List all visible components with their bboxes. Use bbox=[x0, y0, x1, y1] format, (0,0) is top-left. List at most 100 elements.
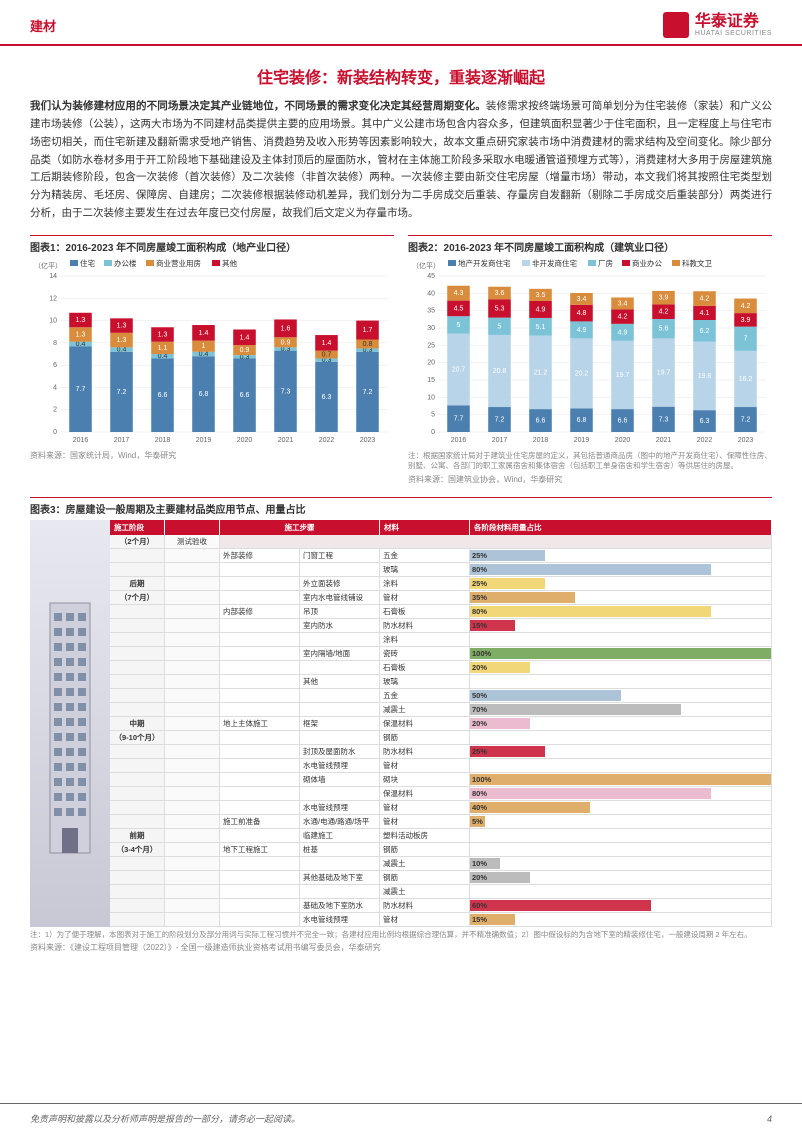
svg-text:2019: 2019 bbox=[574, 437, 590, 444]
table-row: 室内防水防水材料15% bbox=[110, 619, 772, 633]
svg-text:0.4: 0.4 bbox=[76, 341, 86, 348]
svg-text:45: 45 bbox=[427, 273, 435, 280]
svg-text:2016: 2016 bbox=[451, 437, 467, 444]
svg-text:（亿平）: （亿平） bbox=[34, 261, 62, 270]
svg-text:7.7: 7.7 bbox=[454, 416, 464, 423]
svg-text:商业办公: 商业办公 bbox=[632, 258, 662, 268]
table-row: （9-10个月）钢筋 bbox=[110, 731, 772, 745]
svg-text:2022: 2022 bbox=[319, 437, 335, 444]
page-header: 建材 华泰证券 HUATAI SECURITIES bbox=[0, 0, 802, 46]
svg-text:4.1: 4.1 bbox=[700, 310, 710, 317]
chart3-area: 施工阶段 施工步骤 材料 各阶段材料用量占比 （2个月） 测试验收 外部装修门窗… bbox=[30, 520, 772, 927]
table-row: 施工前准备水通/电通/路通/场平管材5% bbox=[110, 815, 772, 829]
company-name-en: HUATAI SECURITIES bbox=[695, 30, 772, 37]
svg-text:5: 5 bbox=[457, 322, 461, 329]
svg-text:5.3: 5.3 bbox=[495, 305, 505, 312]
chart3-note: 注：1）为了便于理解，本图表对于施工的阶段划分及部分用词与实际工程习惯并不完全一… bbox=[30, 930, 772, 941]
table-row: 石膏板20% bbox=[110, 661, 772, 675]
svg-text:7.3: 7.3 bbox=[659, 416, 669, 423]
disclaimer: 免责声明和披露以及分析师声明是报告的一部分，请务必一起阅读。 bbox=[30, 1112, 300, 1125]
svg-text:3.9: 3.9 bbox=[741, 317, 751, 324]
chart1-source: 资料来源：国家统计局，Wind，华泰研究 bbox=[30, 450, 394, 461]
svg-text:1.4: 1.4 bbox=[199, 330, 209, 337]
table-row: 水电管线预埋管材40% bbox=[110, 801, 772, 815]
chart2-title: 图表2：2016-2023 年不同房屋竣工面积构成（建筑业口径） bbox=[408, 235, 772, 254]
svg-text:6.6: 6.6 bbox=[240, 392, 250, 399]
svg-text:4.5: 4.5 bbox=[454, 305, 464, 312]
svg-text:2023: 2023 bbox=[738, 437, 754, 444]
svg-text:1.7: 1.7 bbox=[363, 327, 373, 334]
svg-text:6: 6 bbox=[53, 362, 57, 369]
svg-text:1.3: 1.3 bbox=[117, 337, 127, 344]
body-rest: 装修需求按终端场景可简单划分为住宅装修（家装）和广义公建市场装修（公装），这两大… bbox=[30, 100, 772, 219]
svg-text:2020: 2020 bbox=[615, 437, 631, 444]
svg-text:4.2: 4.2 bbox=[741, 303, 751, 310]
svg-text:0.4: 0.4 bbox=[158, 353, 168, 360]
svg-text:2021: 2021 bbox=[278, 437, 294, 444]
logo-block: 华泰证券 HUATAI SECURITIES bbox=[663, 12, 772, 38]
svg-text:商业营业用房: 商业营业用房 bbox=[156, 258, 201, 268]
chart3-body: 外部装修门窗工程五金25%玻璃80%后期外立面装修涂料25%（7个月）室内水电管… bbox=[110, 549, 772, 927]
svg-text:3.5: 3.5 bbox=[536, 292, 546, 299]
svg-text:4.3: 4.3 bbox=[454, 290, 464, 297]
svg-text:7.2: 7.2 bbox=[741, 416, 751, 423]
svg-text:1.6: 1.6 bbox=[281, 325, 291, 332]
svg-text:35: 35 bbox=[427, 308, 435, 315]
svg-text:0.7: 0.7 bbox=[322, 351, 332, 358]
page-number: 4 bbox=[767, 1114, 772, 1124]
table-row: 玻璃80% bbox=[110, 563, 772, 577]
svg-text:4.2: 4.2 bbox=[618, 313, 628, 320]
svg-text:20: 20 bbox=[427, 360, 435, 367]
svg-text:25: 25 bbox=[427, 342, 435, 349]
svg-text:厂房: 厂房 bbox=[598, 258, 613, 268]
svg-text:2021: 2021 bbox=[656, 437, 672, 444]
phase-sub: （2个月） bbox=[110, 535, 165, 548]
svg-text:2: 2 bbox=[53, 407, 57, 414]
svg-text:0: 0 bbox=[431, 429, 435, 436]
svg-text:3.6: 3.6 bbox=[495, 290, 505, 297]
h-mat: 材料 bbox=[380, 520, 470, 535]
table-row: 其他玻璃 bbox=[110, 675, 772, 689]
svg-text:1.3: 1.3 bbox=[76, 317, 86, 324]
chart1-title: 图表1：2016-2023 年不同房屋竣工面积构成（地产业口径） bbox=[30, 235, 394, 254]
table-row: 减震土 bbox=[110, 885, 772, 899]
table-row: 保温材料80% bbox=[110, 787, 772, 801]
table-row: 前期临建施工塑料活动板房 bbox=[110, 829, 772, 843]
svg-text:12: 12 bbox=[49, 295, 57, 302]
svg-text:科教文卫: 科教文卫 bbox=[682, 258, 712, 268]
content-area: 住宅装修：新装结构转变，重装逐渐崛起 我们认为装修建材应用的不同场景决定其产业链… bbox=[0, 46, 802, 953]
chart3-header-row: 施工阶段 施工步骤 材料 各阶段材料用量占比 bbox=[110, 520, 772, 535]
svg-text:办公楼: 办公楼 bbox=[114, 258, 137, 268]
table-row: 室内隔墙/地面瓷砖100% bbox=[110, 647, 772, 661]
svg-text:6.6: 6.6 bbox=[536, 417, 546, 424]
page-footer: 免责声明和披露以及分析师声明是报告的一部分，请务必一起阅读。 4 bbox=[0, 1103, 802, 1133]
table-row: 涂料 bbox=[110, 633, 772, 647]
svg-text:40: 40 bbox=[427, 290, 435, 297]
svg-text:7.3: 7.3 bbox=[281, 388, 291, 395]
svg-text:4.8: 4.8 bbox=[577, 310, 587, 317]
svg-text:16.2: 16.2 bbox=[739, 376, 753, 383]
svg-text:非开发商住宅: 非开发商住宅 bbox=[532, 258, 577, 268]
svg-text:2020: 2020 bbox=[237, 437, 253, 444]
svg-text:1: 1 bbox=[202, 343, 206, 350]
building-illustration bbox=[30, 520, 110, 927]
svg-text:4.2: 4.2 bbox=[659, 309, 669, 316]
svg-text:7.2: 7.2 bbox=[117, 389, 127, 396]
svg-text:20.8: 20.8 bbox=[493, 368, 507, 375]
svg-text:其他: 其他 bbox=[222, 258, 237, 268]
svg-text:3.9: 3.9 bbox=[659, 295, 669, 302]
svg-text:2016: 2016 bbox=[73, 437, 89, 444]
table-row: （3-4个月）地下工程施工桩基钢筋 bbox=[110, 843, 772, 857]
svg-text:10: 10 bbox=[49, 317, 57, 324]
svg-text:6.6: 6.6 bbox=[158, 392, 168, 399]
chart1-box: 图表1：2016-2023 年不同房屋竣工面积构成（地产业口径） （亿平）024… bbox=[30, 235, 394, 485]
svg-text:0.8: 0.8 bbox=[363, 341, 373, 348]
table-row: 水电管线预埋管材 bbox=[110, 759, 772, 773]
svg-text:6.8: 6.8 bbox=[577, 417, 587, 424]
table-row: 内部装修吊顶石膏板80% bbox=[110, 605, 772, 619]
svg-text:20.7: 20.7 bbox=[452, 366, 466, 373]
svg-text:0.9: 0.9 bbox=[281, 339, 291, 346]
table-row: 减震土10% bbox=[110, 857, 772, 871]
test-label: 测试验收 bbox=[165, 535, 220, 548]
svg-text:0: 0 bbox=[53, 429, 57, 436]
